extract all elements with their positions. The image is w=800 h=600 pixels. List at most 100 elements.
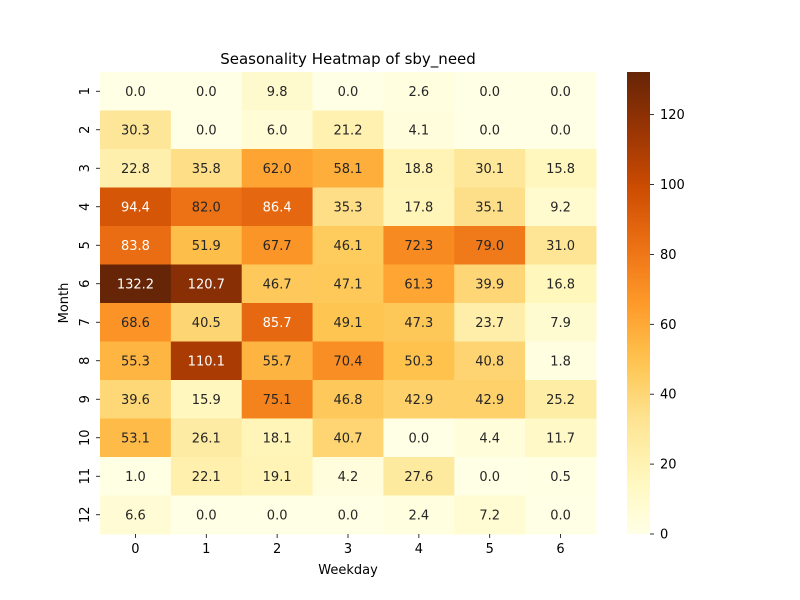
heatmap-cell	[312, 303, 384, 342]
heatmap-cells: 0.0 0.0 9.8 0.0 2.6 0.0 0.0 30.3 0.0 6.0 21.2 4.1 0.…	[100, 72, 597, 535]
y-tick-label: 1	[78, 87, 93, 95]
cell-value-label: 42.9	[475, 393, 504, 408]
heatmap-cell	[241, 380, 314, 419]
heatmap-cell	[525, 187, 597, 227]
cell-value-label: 18.8	[404, 162, 433, 177]
heatmap-cell	[170, 380, 243, 419]
y-axis-label: Month	[57, 283, 72, 324]
heatmap-cell	[383, 264, 455, 304]
y-tick-label: 4	[78, 203, 93, 211]
cell-value-label: 6.0	[267, 123, 288, 138]
heatmap-cell	[170, 495, 243, 535]
cell-value-label: 0.0	[479, 470, 500, 485]
cell-value-label: 16.8	[546, 277, 575, 292]
heatmap-cell	[312, 149, 384, 188]
heatmap-cell	[241, 72, 314, 111]
cell-value-label: 0.0	[267, 508, 288, 523]
heatmap-cell	[454, 110, 526, 150]
heatmap-cell	[525, 72, 597, 111]
y-tick-label: 9	[78, 395, 93, 403]
cell-value-label: 0.5	[550, 470, 571, 485]
heatmap-cell	[100, 380, 172, 419]
cell-value-label: 6.6	[125, 508, 146, 523]
heatmap-cell	[312, 341, 384, 381]
cell-value-label: 67.7	[263, 239, 292, 254]
cell-value-label: 82.0	[192, 200, 221, 215]
cell-value-label: 2.4	[409, 508, 430, 523]
colorbar-tick-label: 40	[660, 388, 677, 403]
y-tick-label: 8	[78, 357, 93, 365]
cell-value-label: 26.1	[192, 431, 221, 446]
heatmap-cell	[170, 303, 243, 342]
heatmap-cell	[100, 418, 172, 458]
heatmap-cell	[383, 418, 455, 458]
heatmap-cell	[383, 495, 455, 535]
y-tick-label: 6	[78, 280, 93, 288]
cell-value-label: 27.6	[404, 470, 433, 485]
heatmap-cell	[454, 341, 526, 381]
heatmap-cell	[454, 226, 526, 265]
cell-value-label: 4.2	[338, 470, 359, 485]
heatmap-cell	[525, 110, 597, 150]
heatmap-cell	[170, 341, 243, 381]
cell-value-label: 40.7	[334, 431, 363, 446]
cell-value-label: 23.7	[475, 316, 504, 331]
cell-value-label: 39.6	[121, 393, 150, 408]
heatmap-cell	[525, 418, 597, 458]
cell-value-label: 4.1	[409, 123, 430, 138]
cell-value-label: 17.8	[404, 200, 433, 215]
cell-value-label: 30.3	[121, 123, 150, 138]
cell-value-label: 83.8	[121, 239, 150, 254]
heatmap-cell	[454, 303, 526, 342]
cell-value-label: 30.1	[475, 162, 504, 177]
cell-value-label: 61.3	[404, 277, 433, 292]
heatmap-cell	[525, 380, 597, 419]
cell-value-label: 25.2	[546, 393, 575, 408]
y-tick-label: 2	[78, 126, 93, 134]
heatmap-cell	[454, 187, 526, 227]
cell-value-label: 47.1	[334, 277, 363, 292]
heatmap-cell	[383, 341, 455, 381]
heatmap-cell	[312, 110, 384, 150]
x-tick-label: 1	[202, 542, 210, 557]
cell-value-label: 11.7	[546, 431, 575, 446]
cell-value-label: 0.0	[196, 123, 217, 138]
heatmap-cell	[170, 418, 243, 458]
heatmap-cell	[100, 187, 172, 227]
cell-value-label: 7.2	[479, 508, 500, 523]
cell-value-label: 18.1	[263, 431, 292, 446]
heatmap-cell	[454, 418, 526, 458]
heatmap-cell	[312, 495, 384, 535]
heatmap-cell	[312, 380, 384, 419]
heatmap-cell	[170, 187, 243, 227]
y-tick-label: 7	[78, 318, 93, 326]
y-tick-label: 12	[78, 506, 93, 523]
cell-value-label: 75.1	[263, 393, 292, 408]
heatmap-cell	[525, 149, 597, 188]
heatmap-cell	[383, 303, 455, 342]
cell-value-label: 46.7	[263, 277, 292, 292]
cell-value-label: 22.1	[192, 470, 221, 485]
cell-value-label: 7.9	[550, 316, 571, 331]
cell-value-label: 1.8	[550, 354, 571, 369]
cell-value-label: 19.1	[263, 470, 292, 485]
cell-value-label: 86.4	[263, 200, 292, 215]
heatmap-cell	[100, 72, 172, 111]
heatmap-cell	[383, 380, 455, 419]
x-axis: 0 1 2 3 4 5 6	[131, 534, 565, 557]
cell-value-label: 85.7	[263, 316, 292, 331]
heatmap-cell	[100, 303, 172, 342]
heatmap-cell	[525, 303, 597, 342]
heatmap-cell	[383, 457, 455, 496]
heatmap-cell	[454, 149, 526, 188]
cell-value-label: 68.6	[121, 316, 150, 331]
cell-value-label: 31.0	[546, 239, 575, 254]
cell-value-label: 35.8	[192, 162, 221, 177]
cell-value-label: 40.8	[475, 354, 504, 369]
heatmap-cell	[312, 187, 384, 227]
colorbar-tick-label: 120	[660, 108, 685, 123]
heatmap-cell	[241, 418, 314, 458]
cell-value-label: 0.0	[550, 508, 571, 523]
cell-value-label: 49.1	[334, 316, 363, 331]
